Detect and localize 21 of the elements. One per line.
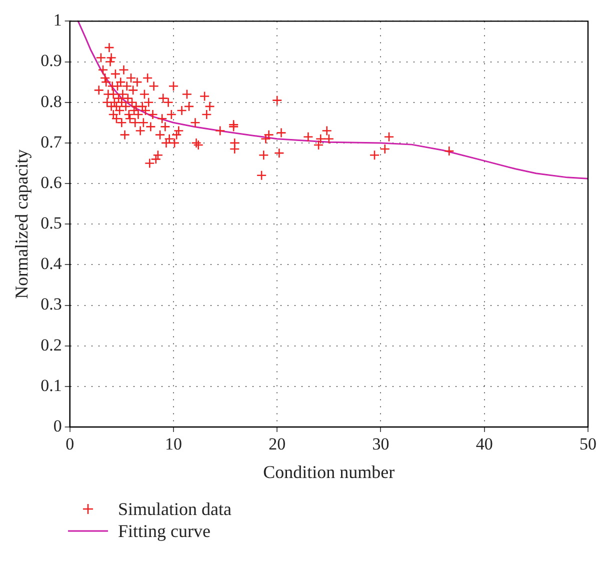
x-tick-label: 50 [580, 434, 596, 454]
y-tick-label: 0 [53, 416, 62, 436]
y-axis-title: Normalized capacity [12, 149, 32, 299]
x-axis-title: Condition number [263, 462, 395, 482]
x-tick-label: 20 [268, 434, 286, 454]
y-tick-label: 0.9 [40, 51, 62, 70]
y-tick-label: 0.4 [40, 254, 62, 274]
y-tick-label: 0.1 [40, 376, 62, 395]
legend-label: Simulation data [118, 498, 232, 520]
x-tick-label: 30 [372, 434, 390, 454]
y-tick-label: 0.3 [40, 294, 62, 314]
x-tick-label: 10 [164, 434, 182, 454]
y-tick-label: 0.7 [40, 132, 62, 152]
y-tick-label: 0.8 [40, 92, 62, 111]
y-tick-label: 1 [53, 10, 62, 30]
x-tick-label: 40 [476, 434, 493, 454]
legend-label: Fitting curve [118, 520, 210, 542]
y-tick-label: 0.5 [40, 214, 62, 233]
x-tick-label: 0 [66, 434, 74, 454]
y-tick-label: 0.2 [40, 335, 62, 354]
y-tick-label: 0.6 [40, 172, 62, 192]
